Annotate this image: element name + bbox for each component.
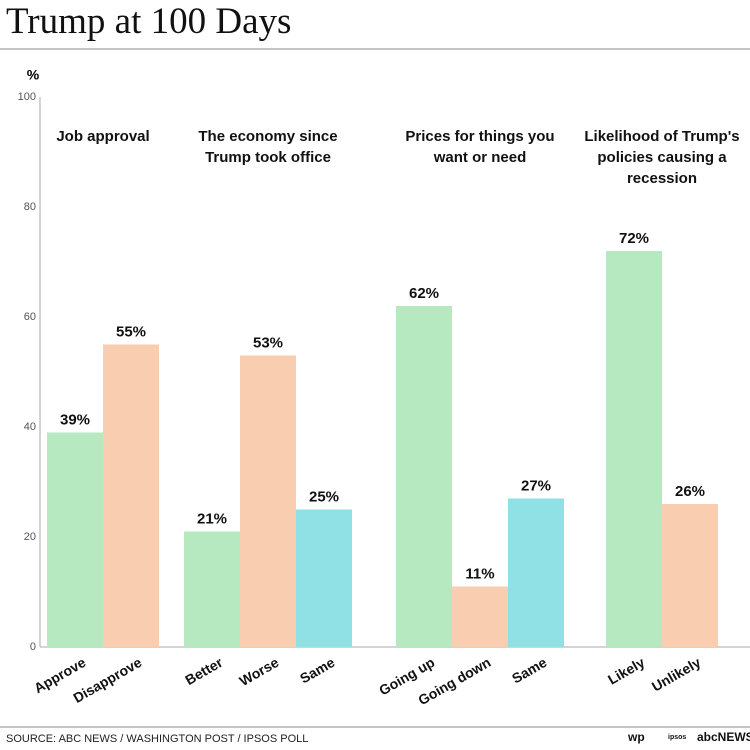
logo: abcNEWS bbox=[697, 730, 750, 744]
group-title: Job approval bbox=[56, 128, 150, 145]
bar bbox=[240, 355, 296, 647]
x-tick-label: Same bbox=[509, 654, 550, 687]
y-tick-label: 0 bbox=[30, 641, 36, 653]
y-tick-label: 100 bbox=[18, 91, 36, 103]
group-title: Likelihood of Trump's policies causing a… bbox=[584, 128, 740, 187]
x-tick-label: Likely bbox=[605, 654, 648, 688]
value-label: 39% bbox=[60, 411, 90, 428]
group-title: The economy since Trump took office bbox=[198, 128, 338, 166]
y-tick-label: 60 bbox=[24, 311, 36, 323]
x-tick-label: Better bbox=[182, 654, 226, 688]
value-label: 25% bbox=[309, 488, 339, 505]
bar bbox=[296, 509, 352, 647]
x-tick-label: Unlikely bbox=[649, 654, 704, 695]
value-label: 26% bbox=[675, 483, 705, 500]
logo: wp bbox=[628, 730, 645, 744]
value-label: 72% bbox=[619, 230, 649, 247]
y-tick-label: 40 bbox=[24, 421, 36, 433]
value-label: 21% bbox=[197, 510, 227, 527]
bar bbox=[47, 432, 103, 647]
bar bbox=[396, 306, 452, 647]
value-label: 53% bbox=[253, 334, 283, 351]
source: SOURCE: ABC NEWS / WASHINGTON POST / IPS… bbox=[6, 733, 309, 745]
value-label: 55% bbox=[116, 323, 146, 340]
bar bbox=[103, 344, 159, 647]
bar bbox=[662, 504, 718, 647]
bar bbox=[184, 531, 240, 647]
bar bbox=[606, 251, 662, 647]
y-axis-label: % bbox=[27, 67, 40, 83]
x-tick-label: Worse bbox=[237, 654, 282, 689]
value-label: 27% bbox=[521, 477, 551, 494]
y-tick-label: 20 bbox=[24, 531, 36, 543]
x-tick-label: Same bbox=[297, 654, 338, 687]
logo: ipsos bbox=[668, 734, 687, 741]
group-title: Prices for things you want or need bbox=[405, 128, 555, 166]
bar bbox=[452, 586, 508, 647]
value-label: 11% bbox=[465, 565, 494, 582]
y-tick-label: 80 bbox=[24, 201, 36, 213]
chart-title: Trump at 100 Days bbox=[6, 1, 292, 42]
bar bbox=[508, 498, 564, 647]
value-label: 62% bbox=[409, 285, 439, 302]
